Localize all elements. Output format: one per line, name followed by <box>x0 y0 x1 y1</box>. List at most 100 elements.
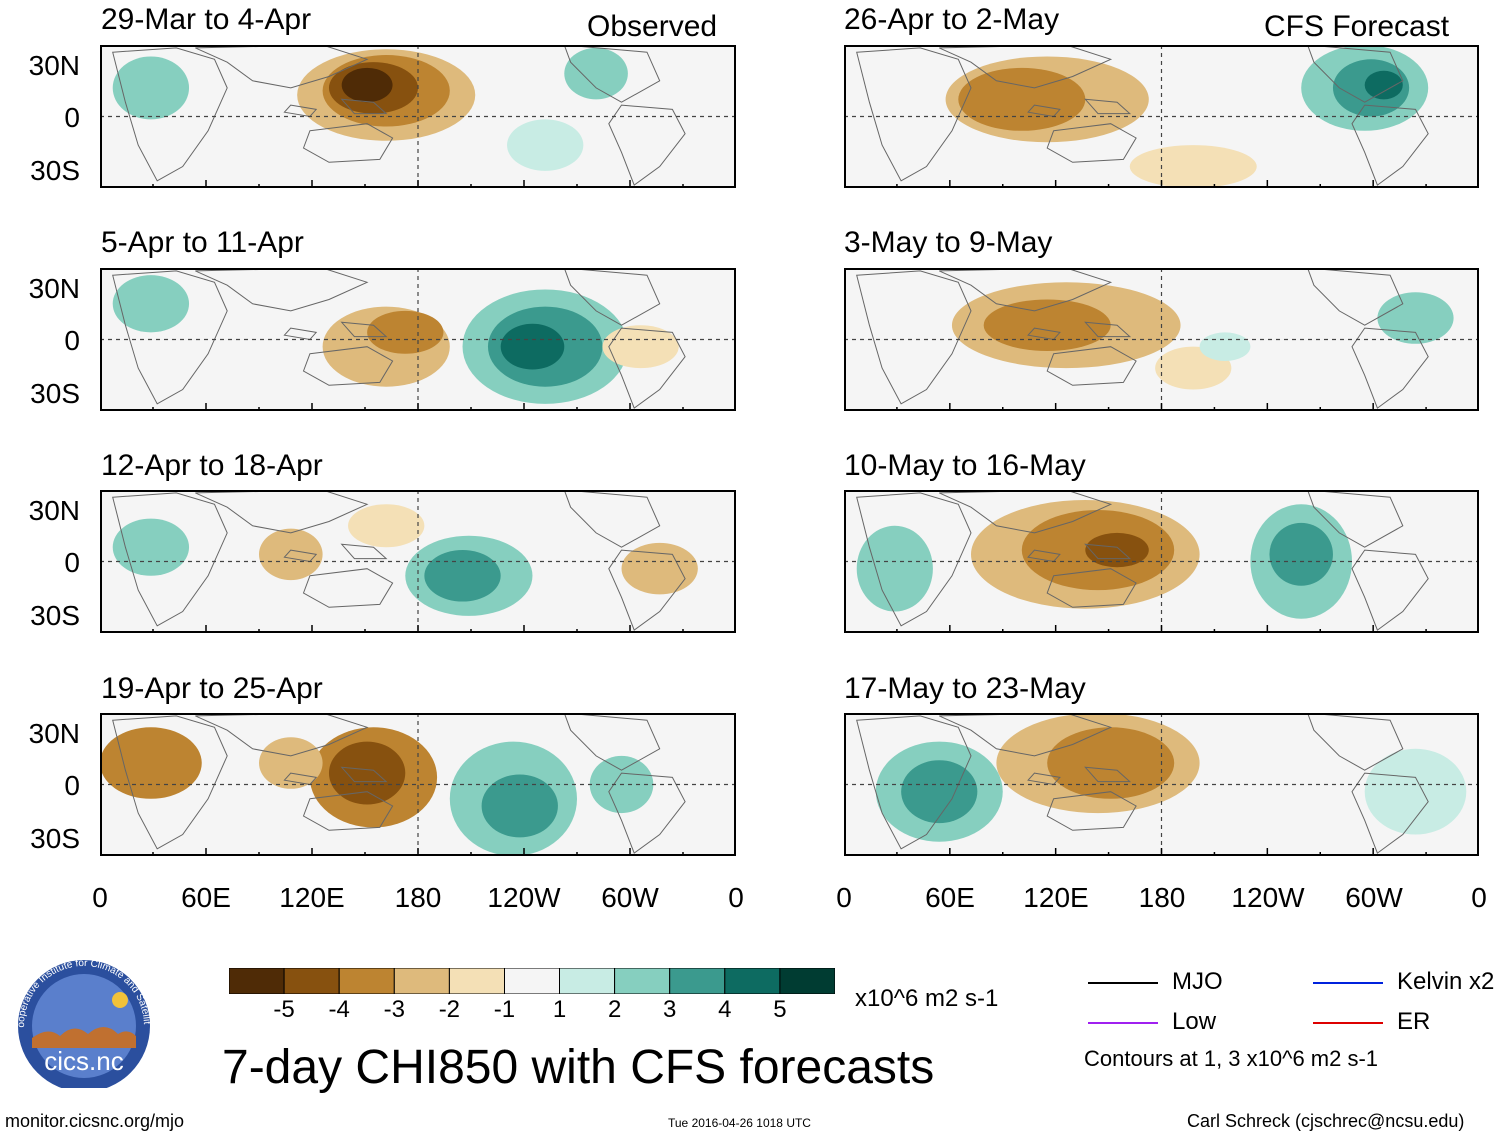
coastline <box>856 270 972 405</box>
legend-label: Low <box>1172 1008 1217 1035</box>
lon-label-120w: 120W <box>487 882 561 913</box>
lat-label-eq: 0 <box>64 325 80 356</box>
map-panel-obs-4 <box>100 713 736 856</box>
coastline <box>1351 327 1429 409</box>
panel-title-fc-1: 26-Apr to 2-May <box>844 3 1060 36</box>
lon-label-60e: 60E <box>181 882 231 913</box>
colorbar-swatch <box>283 968 340 994</box>
lat-label-30n: 30N <box>28 718 80 749</box>
lat-label-30s: 30S <box>30 155 80 186</box>
panel-title-fc-4: 17-May to 23-May <box>844 672 1086 705</box>
legend-label: Kelvin x2 <box>1397 968 1495 995</box>
coastline <box>112 492 228 627</box>
coastline <box>1307 490 1404 548</box>
map-panel-obs-2 <box>100 268 736 411</box>
panel-frame <box>100 45 736 188</box>
map-panel-fc-3 <box>844 490 1479 633</box>
legend-label: ER <box>1397 1008 1431 1035</box>
chi-anomaly-shading <box>112 56 190 120</box>
lon-label-120w: 120W <box>1231 882 1305 913</box>
chi-anomaly-shading <box>112 518 190 576</box>
chi-anomaly-shading <box>367 310 444 354</box>
colorbar-tick-label: -4 <box>328 996 350 1023</box>
colorbar-swatch <box>448 968 505 994</box>
lon-label-0: 0 <box>1471 882 1487 913</box>
footer-url[interactable]: monitor.cicsnc.org/mjo <box>5 1111 185 1131</box>
chi-anomaly-shading <box>341 67 393 103</box>
map-panel-obs-3 <box>100 490 736 633</box>
legend-line-low <box>1088 1022 1158 1024</box>
coastline <box>1307 45 1404 103</box>
coastline <box>856 492 972 627</box>
coastline <box>939 490 1113 534</box>
coastline <box>1084 98 1132 115</box>
lat-label-30n: 30N <box>28 273 80 304</box>
colorbar <box>229 968 835 994</box>
lon-label-180: 180 <box>1138 882 1186 913</box>
colorbar-tick-label: 4 <box>718 996 732 1023</box>
chi-anomaly-shading <box>112 275 190 333</box>
lat-label-eq: 0 <box>64 102 80 133</box>
coastline <box>563 268 661 326</box>
coastline <box>563 713 661 771</box>
coastline <box>302 791 394 831</box>
colorbar-swatch <box>229 968 285 994</box>
lat-label-30s: 30S <box>30 378 80 409</box>
coastline <box>1307 713 1404 771</box>
lat-label-30n: 30N <box>28 495 80 526</box>
coastline <box>1046 791 1137 831</box>
coastline <box>608 104 686 186</box>
chi-anomaly-shading <box>901 760 978 824</box>
coastline <box>340 98 388 115</box>
chi-anomaly-shading <box>328 741 406 805</box>
colorbar-tick-label: -3 <box>383 996 405 1023</box>
colorbar-swatch <box>393 968 450 994</box>
coastline <box>195 713 369 757</box>
coastline <box>608 327 686 409</box>
chi-anomaly-shading <box>621 542 698 595</box>
coastline <box>340 543 388 560</box>
panel-title-fc-2: 3-May to 9-May <box>844 226 1053 259</box>
coastline <box>340 766 388 783</box>
chi-anomaly-shading <box>1269 522 1333 586</box>
coastline <box>1046 568 1137 608</box>
colorbar-units: x10^6 m2 s-1 <box>855 985 999 1012</box>
panel-frame <box>100 490 736 633</box>
footer-author: Carl Schreck (cjschrec@ncsu.edu) <box>1187 1111 1465 1131</box>
coastline <box>1351 104 1429 186</box>
logo-text: cics.nc <box>44 1046 123 1076</box>
cics-logo: Cooperative Institute for Climate and Sa… <box>8 958 152 1088</box>
panel-title-obs-3: 12-Apr to 18-Apr <box>101 449 323 482</box>
coastline <box>939 713 1113 757</box>
coastline <box>608 549 686 631</box>
coastline <box>1084 321 1132 338</box>
legend-line-mjo <box>1088 982 1158 984</box>
chi-anomaly-shading <box>348 504 425 548</box>
colorbar-tick-label: 5 <box>773 996 787 1023</box>
coastline <box>1351 549 1429 631</box>
lat-label-30n: 30N <box>28 50 80 81</box>
lon-label-120e: 120E <box>1023 882 1089 913</box>
colorbar-swatch <box>779 968 835 994</box>
coastline <box>563 490 661 548</box>
lon-label-60e: 60E <box>925 882 975 913</box>
chi-anomaly-shading <box>1199 332 1251 361</box>
panel-title-fc-3: 10-May to 16-May <box>844 449 1086 482</box>
lon-label-60w: 60W <box>1345 882 1403 913</box>
map-panel-obs-1 <box>100 45 736 188</box>
colorbar-swatch <box>614 968 671 994</box>
lat-label-eq: 0 <box>64 770 80 801</box>
chi-anomaly-shading <box>958 67 1086 131</box>
colorbar-tick-label: 2 <box>607 996 622 1023</box>
coastline <box>195 45 369 89</box>
panel-frame <box>844 490 1479 633</box>
coastline <box>1351 772 1429 854</box>
main-title: 7-day CHI850 with CFS forecasts <box>222 1041 935 1094</box>
legend-line-kelvin-x2 <box>1313 982 1383 984</box>
coastline <box>939 268 1113 312</box>
coastline <box>340 321 388 338</box>
panel-title-obs-2: 5-Apr to 11-Apr <box>101 226 304 259</box>
coastline <box>1084 766 1132 783</box>
colorbar-swatch <box>559 968 616 994</box>
lon-label-120e: 120E <box>279 882 345 913</box>
